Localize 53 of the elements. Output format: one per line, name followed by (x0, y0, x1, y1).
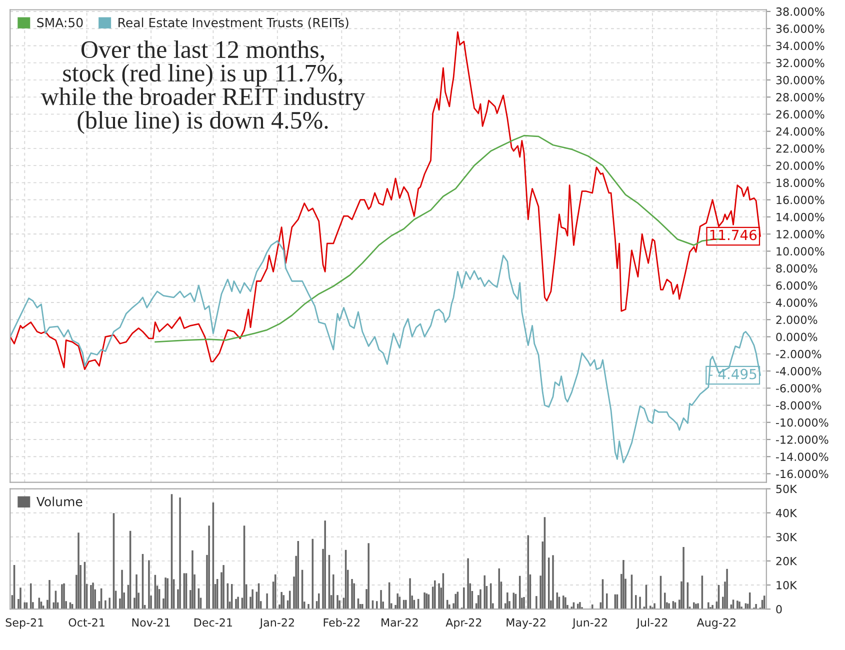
y-tick-label: 8.000% (776, 264, 818, 273)
y-tick-label: 38.000% (776, 7, 824, 16)
x-tick-label: Dec-21 (194, 618, 232, 627)
x-tick-label: Feb-22 (324, 618, 360, 627)
annotation: Over the last 12 months, stock (red line) is up 11.7%, while the broader REIT industry (blue line) is down 4.5%. (40, 40, 366, 134)
y-tick-label: -12.000% (776, 435, 828, 444)
y-tick-label: 32.000% (776, 58, 824, 68)
y-tick-label: -2.000% (776, 350, 822, 358)
y-tick-label: 22.000% (776, 144, 824, 153)
y-tick-label: 10K (776, 580, 798, 590)
x-tick-label: Jan-22 (259, 618, 294, 629)
y-tick-label: 2.000% (776, 316, 818, 324)
legend-label: SMA:50 (37, 18, 83, 28)
y-tick-label: 36.000% (776, 24, 824, 33)
y-tick-label: 14.000% (776, 212, 824, 222)
y-tick-label: 30.000% (776, 76, 824, 84)
y-tick-label: 28.000% (776, 93, 824, 102)
legend-label: Volume (36, 496, 82, 506)
x-tick-label: Mar-22 (382, 618, 418, 627)
x-tick-label: Jul-22 (636, 618, 668, 629)
y-tick-label: -10.000% (776, 418, 828, 427)
y-tick-label: 50K (776, 484, 798, 494)
y-tick-label: -4.000% (776, 366, 822, 376)
y-tick-label: 26.000% (776, 110, 824, 119)
x-tick-label: Nov-21 (132, 618, 170, 627)
y-tick-label: 20K (776, 556, 798, 566)
x-tick-label: Sep-21 (6, 618, 44, 629)
line-series (10, 31, 761, 370)
y-tick-label: -16.000% (776, 470, 828, 478)
y-tick-label: -14.000% (776, 452, 828, 461)
x-tick-label: Aug-22 (696, 618, 736, 629)
y-tick-label: 4.000% (776, 298, 818, 307)
x-tick-label: Oct-21 (68, 618, 104, 627)
x-tick-label: Jun-22 (572, 618, 607, 629)
y-tick-label: 0.000% (776, 332, 818, 342)
x-tick-label: Apr-22 (446, 618, 482, 629)
y-tick-label: 20.000% (776, 162, 824, 170)
x-tick-label: May-22 (506, 618, 546, 629)
line-series (10, 240, 761, 464)
y-tick-label: -6.000% (776, 384, 822, 393)
annotation: 11.746 (710, 230, 757, 240)
y-tick-label: 6.000% (776, 281, 818, 290)
y-tick-label: 18.000% (776, 178, 824, 188)
y-tick-label: 40K (776, 508, 798, 518)
y-tick-label: 30K (776, 532, 798, 542)
y-tick-label: 16.000% (776, 196, 824, 204)
y-tick-label: 12.000% (776, 230, 824, 238)
y-tick-label: 0 (776, 605, 782, 614)
y-tick-label: -8.000% (776, 401, 822, 410)
y-tick-label: 10.000% (776, 247, 824, 256)
legend-label: Real Estate Investment Trusts (REITs) (118, 18, 348, 29)
y-tick-label: 34.000% (776, 42, 824, 50)
y-tick-label: 24.000% (776, 127, 824, 136)
